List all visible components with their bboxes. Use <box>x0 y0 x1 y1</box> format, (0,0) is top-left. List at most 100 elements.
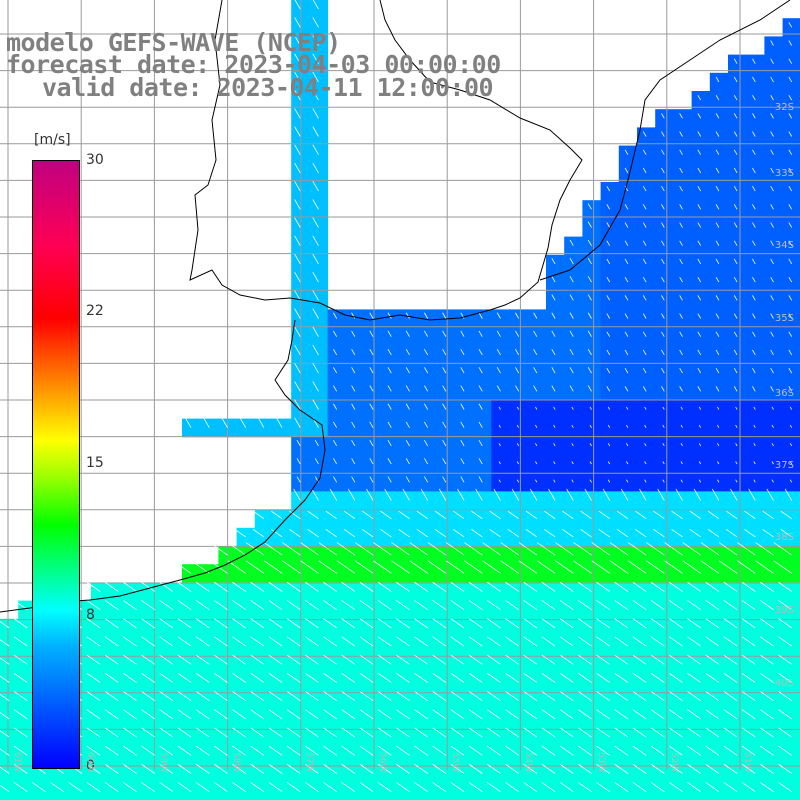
wind-speed-cell <box>764 91 784 110</box>
wind-arrow <box>682 560 701 574</box>
wind-arrow <box>507 510 519 520</box>
wind-arrow <box>723 600 738 611</box>
wind-speed-cell <box>236 618 256 638</box>
wind-arrow <box>460 348 465 356</box>
wind-speed-cell <box>728 473 747 492</box>
wind-arrow <box>195 782 210 793</box>
wind-speed-cell <box>309 728 329 747</box>
wind-arrow <box>312 290 319 301</box>
wind-arrow <box>442 348 447 356</box>
wind-speed-cell <box>145 618 165 638</box>
wind-speed-cell <box>746 746 765 765</box>
wind-speed-cell <box>782 109 800 128</box>
wind-arrow <box>788 40 793 46</box>
wind-arrow <box>505 691 519 702</box>
wind-arrow <box>598 528 610 538</box>
wind-arrow <box>770 167 774 174</box>
wind-speed-cell <box>728 54 747 74</box>
wind-speed-cell <box>509 709 529 729</box>
wind-arrow <box>661 367 665 374</box>
wind-arrow <box>697 167 702 174</box>
wind-arrow <box>760 727 774 738</box>
wind-speed-cell <box>764 127 784 147</box>
wind-arrow <box>496 385 501 392</box>
wind-arrow <box>177 745 192 756</box>
wind-speed-cell <box>709 691 729 711</box>
wind-speed-cell <box>728 182 747 201</box>
wind-speed-cell <box>637 491 656 511</box>
wind-speed-cell <box>418 691 438 711</box>
wind-speed-cell <box>673 527 693 547</box>
lat-label-32s: 32S <box>774 102 794 113</box>
wind-speed-cell <box>691 509 711 529</box>
wind-arrow <box>391 560 410 574</box>
wind-speed-cell <box>418 400 438 420</box>
wind-arrow <box>405 367 410 374</box>
wind-arrow <box>752 94 756 101</box>
wind-arrow <box>373 542 392 556</box>
wind-arrow <box>438 488 447 501</box>
wind-speed-cell <box>436 546 456 565</box>
wind-speed-cell <box>618 418 638 438</box>
wind-arrow <box>104 727 119 738</box>
wind-arrow <box>496 312 501 319</box>
wind-speed-cell <box>764 218 784 238</box>
wind-arrow <box>679 222 683 228</box>
wind-arrow <box>396 618 410 629</box>
wind-speed-cell <box>309 254 329 274</box>
wind-arrow <box>294 90 301 101</box>
wind-arrow <box>614 745 629 756</box>
wind-speed-cell <box>655 746 674 765</box>
wind-arrow <box>195 581 210 592</box>
wind-speed-cell <box>564 691 583 711</box>
wind-arrow <box>569 367 574 374</box>
wind-speed-cell <box>691 273 711 292</box>
wind-arrow <box>460 403 465 410</box>
wind-speed-cell <box>564 673 583 693</box>
wind-speed-cell <box>564 709 583 729</box>
wind-arrow <box>305 654 319 665</box>
wind-arrow <box>715 331 720 337</box>
wind-speed-cell <box>546 764 565 784</box>
wind-arrow <box>361 528 374 538</box>
wind-arrow <box>752 295 756 301</box>
wind-arrow <box>0 748 10 756</box>
wind-speed-cell <box>600 345 620 365</box>
wind-speed-cell <box>673 400 693 420</box>
wind-speed-cell <box>637 182 656 201</box>
wind-speed-cell <box>163 709 183 729</box>
wind-arrow <box>606 313 611 319</box>
wind-speed-cell <box>491 364 511 383</box>
wind-arrow <box>177 782 192 793</box>
wind-arrow <box>427 560 447 574</box>
wind-arrow <box>414 618 428 629</box>
wind-arrow <box>771 424 774 428</box>
wind-speed-cell <box>582 291 602 310</box>
wind-speed-cell <box>709 236 729 256</box>
wind-speed-cell <box>509 618 529 638</box>
wind-arrow <box>104 636 119 647</box>
wind-arrow <box>515 348 520 356</box>
wind-arrow <box>354 542 374 556</box>
wind-speed-cell <box>764 345 784 365</box>
wind-speed-cell <box>127 728 147 747</box>
wind-speed-cell <box>764 327 784 347</box>
wind-arrow <box>515 367 520 374</box>
wind-speed-cell <box>200 709 219 729</box>
wind-arrow <box>589 443 592 447</box>
wind-arrow <box>723 727 738 738</box>
wind-arrow <box>505 745 519 756</box>
wind-arrow <box>333 312 338 319</box>
wind-arrow <box>141 600 155 611</box>
wind-arrow <box>533 385 538 392</box>
wind-speed-cell <box>309 273 329 292</box>
wind-arrow <box>555 542 574 556</box>
wind-speed-cell <box>527 709 547 729</box>
wind-arrow <box>515 330 520 337</box>
wind-speed-cell <box>582 382 602 401</box>
wind-speed-cell <box>400 491 420 511</box>
wind-arrow <box>614 600 629 611</box>
wind-arrow <box>177 600 192 611</box>
wind-speed-cell <box>782 746 800 765</box>
wind-arrow <box>770 113 774 119</box>
